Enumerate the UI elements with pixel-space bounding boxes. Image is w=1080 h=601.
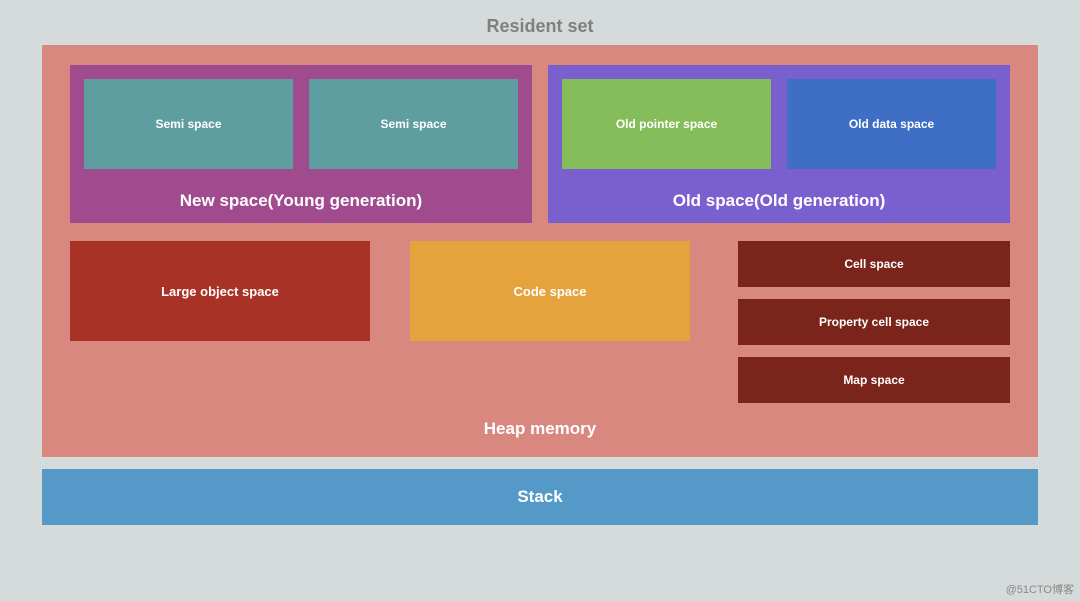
old-pointer-space: Old pointer space <box>562 79 771 169</box>
large-object-space: Large object space <box>70 241 370 341</box>
middle-row: Large object space Code space Cell space… <box>70 241 1010 403</box>
generation-row: Semi space Semi space New space(Young ge… <box>70 65 1010 223</box>
code-space: Code space <box>410 241 690 341</box>
map-space: Map space <box>738 357 1010 403</box>
cell-space: Cell space <box>738 241 1010 287</box>
watermark: @51CTO博客 <box>1006 581 1074 597</box>
semi-space-1: Semi space <box>84 79 293 169</box>
heap-memory-label: Heap memory <box>70 417 1010 439</box>
new-space-box: Semi space Semi space New space(Young ge… <box>70 65 532 223</box>
new-space-label: New space(Young generation) <box>84 187 518 211</box>
small-spaces-column: Cell space Property cell space Map space <box>738 241 1010 403</box>
property-cell-space: Property cell space <box>738 299 1010 345</box>
old-data-space: Old data space <box>787 79 996 169</box>
old-space-label: Old space(Old generation) <box>562 187 996 211</box>
semi-space-2: Semi space <box>309 79 518 169</box>
old-space-box: Old pointer space Old data space Old spa… <box>548 65 1010 223</box>
semi-row: Semi space Semi space <box>84 79 518 169</box>
heap-memory-container: Semi space Semi space New space(Young ge… <box>42 45 1038 457</box>
page-title: Resident set <box>0 0 1080 45</box>
old-inner-row: Old pointer space Old data space <box>562 79 996 169</box>
stack-box: Stack <box>42 469 1038 525</box>
